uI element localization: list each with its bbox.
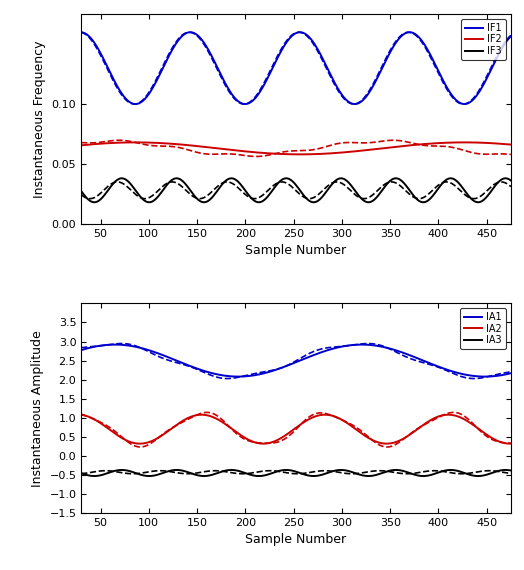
- IA2: [346, 421, 353, 428]
- IF1: [316, 50, 323, 56]
- IA3: [78, 470, 84, 477]
- IA2: [78, 412, 84, 418]
- Line: IA3: IA3: [81, 470, 511, 476]
- IF3: [347, 181, 354, 188]
- IA3: [347, 468, 354, 475]
- IF2: [458, 139, 465, 146]
- Line: IA2: IA2: [81, 415, 511, 443]
- IA3: [417, 473, 423, 479]
- IA3: [398, 467, 404, 474]
- Y-axis label: Instantaneous Amplitude: Instantaneous Amplitude: [31, 330, 44, 487]
- IA3: [469, 472, 475, 479]
- IF1: [78, 29, 84, 36]
- IA1: [398, 348, 404, 355]
- IA1: [482, 373, 488, 380]
- IA2: [416, 425, 422, 431]
- IF3: [398, 177, 404, 184]
- IA1: [78, 347, 84, 353]
- IF1: [348, 100, 355, 107]
- Legend: IF1, IF2, IF3: IF1, IF2, IF3: [461, 19, 506, 60]
- IA3: [475, 473, 481, 479]
- IF1: [399, 32, 405, 39]
- IF3: [315, 197, 322, 203]
- IF2: [132, 139, 138, 146]
- IA3: [508, 467, 514, 474]
- IA2: [507, 440, 513, 447]
- IF2: [296, 151, 302, 158]
- IA2: [314, 412, 321, 419]
- IF1: [132, 101, 138, 108]
- IA1: [315, 350, 322, 357]
- IA2: [397, 437, 403, 444]
- IA2: [457, 414, 464, 421]
- IF1: [508, 33, 514, 40]
- IF2: [78, 142, 84, 149]
- Legend: IA1, IA2, IA3: IA1, IA2, IA3: [460, 308, 506, 349]
- IF2: [470, 139, 476, 146]
- Y-axis label: Instantaneous Frequency: Instantaneous Frequency: [33, 40, 46, 198]
- IF3: [78, 188, 84, 194]
- IA3: [457, 469, 464, 475]
- IF2: [508, 141, 514, 148]
- IF1: [458, 100, 465, 107]
- IA1: [112, 341, 118, 348]
- IF1: [187, 29, 193, 36]
- IA2: [445, 412, 451, 418]
- X-axis label: Sample Number: Sample Number: [246, 244, 346, 257]
- IF3: [508, 177, 514, 184]
- IA2: [469, 421, 475, 428]
- IA1: [508, 370, 514, 377]
- IF3: [475, 199, 481, 206]
- Line: IF2: IF2: [81, 142, 511, 154]
- IA2: [508, 440, 514, 447]
- IF3: [417, 198, 423, 205]
- Line: IF1: IF1: [81, 32, 511, 104]
- IF1: [470, 96, 476, 103]
- IA1: [469, 372, 475, 379]
- IF2: [418, 141, 424, 148]
- Line: IA1: IA1: [81, 345, 511, 377]
- IF3: [118, 175, 125, 182]
- IA3: [118, 466, 125, 473]
- IA1: [417, 356, 423, 363]
- IA1: [347, 342, 354, 349]
- IF1: [418, 36, 424, 43]
- IF2: [399, 142, 405, 149]
- IA3: [315, 472, 322, 479]
- IF2: [348, 148, 355, 155]
- IA1: [457, 370, 464, 377]
- IF3: [469, 196, 475, 203]
- Line: IF3: IF3: [81, 178, 511, 202]
- IF2: [316, 150, 323, 157]
- X-axis label: Sample Number: Sample Number: [246, 534, 346, 547]
- IF3: [457, 182, 464, 189]
